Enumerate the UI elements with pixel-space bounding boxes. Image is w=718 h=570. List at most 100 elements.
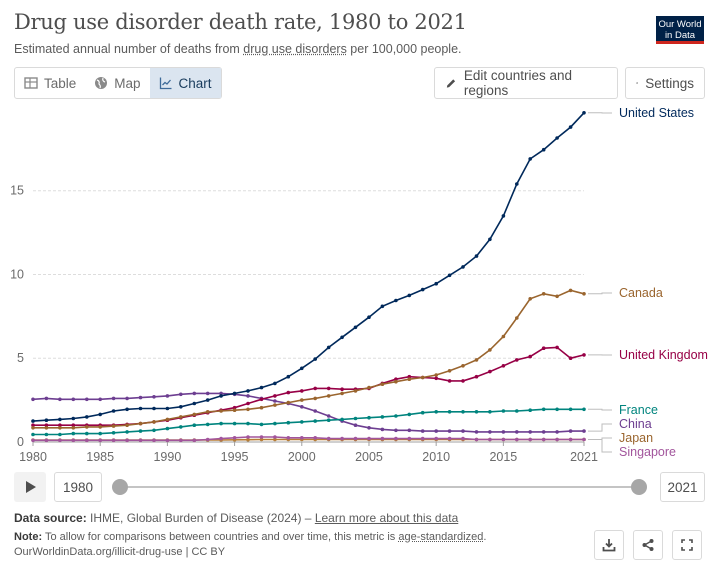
x-tick-label: 2010 — [422, 450, 450, 464]
data-point-france — [219, 421, 223, 426]
y-tick-label: 0 — [17, 435, 24, 449]
data-point-canada — [273, 403, 277, 407]
learn-more-link[interactable]: Learn more about this data — [314, 511, 459, 525]
data-point-united-kingdom — [31, 423, 35, 428]
data-point-japan — [205, 437, 210, 442]
fullscreen-button[interactable] — [672, 530, 702, 560]
data-point-japan — [515, 437, 519, 442]
chart-subtitle: Estimated annual number of deaths from d… — [14, 42, 462, 56]
data-point-united-states — [326, 345, 331, 350]
data-point-united-states — [582, 111, 586, 115]
data-point-japan — [340, 436, 344, 441]
download-button[interactable] — [594, 530, 624, 560]
data-point-china — [555, 430, 559, 434]
data-point-france — [152, 428, 156, 433]
data-point-china — [407, 428, 412, 433]
data-point-france — [313, 419, 318, 423]
timeline-track[interactable] — [120, 486, 640, 488]
data-point-france — [515, 409, 519, 413]
data-point-japan — [434, 436, 439, 441]
tab-chart[interactable]: Chart — [149, 68, 221, 98]
data-point-canada — [367, 385, 371, 390]
x-tick-label: 1990 — [153, 450, 181, 464]
data-point-united-states — [111, 409, 116, 413]
download-icon — [602, 539, 616, 552]
data-point-canada — [447, 369, 452, 373]
data-point-china — [528, 430, 532, 434]
data-point-france — [447, 410, 452, 414]
edit-countries-button[interactable]: Edit countries and regions — [434, 67, 618, 99]
data-point-united-kingdom — [246, 401, 250, 406]
data-point-japan — [582, 437, 586, 442]
fullscreen-icon — [681, 539, 693, 551]
data-point-china — [273, 399, 277, 403]
data-point-canada — [394, 379, 398, 384]
note: Note: To allow for comparisons between c… — [14, 531, 487, 543]
series-label-canada: Canada — [619, 286, 663, 300]
pencil-icon — [446, 78, 456, 88]
data-point-france — [85, 431, 89, 436]
data-point-japan — [568, 437, 573, 442]
data-point-united-states — [286, 374, 291, 379]
data-point-united-states — [353, 325, 358, 330]
table-icon — [24, 77, 38, 89]
data-point-japan — [71, 438, 76, 443]
globe-icon — [95, 77, 108, 89]
data-point-united-kingdom — [259, 397, 264, 402]
data-point-united-kingdom — [555, 345, 559, 350]
data-point-canada — [125, 423, 129, 428]
owid-logo[interactable]: Our World in Data — [656, 16, 704, 44]
data-point-china — [568, 429, 573, 433]
data-point-china — [300, 405, 304, 409]
source-url[interactable]: OurWorldinData.org/illicit-drug-use | CC… — [14, 546, 226, 558]
timeline-end-handle[interactable] — [631, 479, 647, 495]
data-point-japan — [300, 436, 304, 440]
timeline-start-year[interactable]: 1980 — [54, 472, 102, 502]
age-standardized-link[interactable]: age-standardized — [398, 531, 484, 543]
data-point-canada — [528, 297, 532, 301]
data-point-united-states — [300, 366, 304, 371]
x-tick-label: 1985 — [86, 450, 114, 464]
data-point-canada — [541, 292, 546, 296]
timeline-start-handle[interactable] — [112, 479, 128, 495]
data-point-united-states — [232, 391, 237, 396]
data-point-canada — [205, 410, 210, 414]
data-point-canada — [111, 424, 116, 428]
play-button[interactable] — [14, 472, 46, 502]
data-point-france — [541, 407, 546, 412]
data-point-canada — [85, 425, 89, 429]
data-point-japan — [407, 436, 412, 441]
data-point-united-kingdom — [582, 353, 586, 357]
data-point-canada — [353, 389, 358, 393]
tab-table[interactable]: Table — [15, 68, 85, 98]
data-point-japan — [420, 436, 425, 441]
tab-map[interactable]: Map — [85, 68, 149, 98]
data-point-united-kingdom — [434, 376, 439, 381]
data-point-china — [71, 397, 76, 402]
data-point-united-kingdom — [394, 377, 398, 382]
subtitle-link[interactable]: drug use disorders — [243, 42, 347, 56]
data-point-united-kingdom — [300, 389, 304, 393]
y-tick-label: 15 — [10, 184, 24, 198]
data-point-united-states — [205, 398, 210, 402]
data-point-france — [394, 414, 398, 418]
data-point-china — [44, 396, 49, 401]
data-point-france — [474, 410, 479, 414]
timeline-end-year[interactable]: 2021 — [660, 472, 705, 502]
data-point-france — [340, 417, 344, 422]
data-point-united-kingdom — [340, 387, 344, 392]
data-point-japan — [125, 438, 129, 443]
x-tick-label: 2015 — [489, 450, 517, 464]
data-point-china — [31, 397, 35, 402]
data-point-canada — [44, 426, 49, 430]
data-point-united-states — [340, 335, 344, 340]
data-point-singapore — [246, 437, 250, 442]
data-point-united-states — [71, 416, 76, 421]
data-point-united-states — [152, 406, 156, 411]
data-point-china — [246, 394, 250, 398]
data-point-japan — [313, 436, 318, 440]
settings-button[interactable]: Settings — [625, 67, 705, 99]
share-button[interactable] — [633, 530, 663, 560]
data-point-united-states — [165, 406, 170, 411]
data-point-france — [44, 432, 49, 437]
